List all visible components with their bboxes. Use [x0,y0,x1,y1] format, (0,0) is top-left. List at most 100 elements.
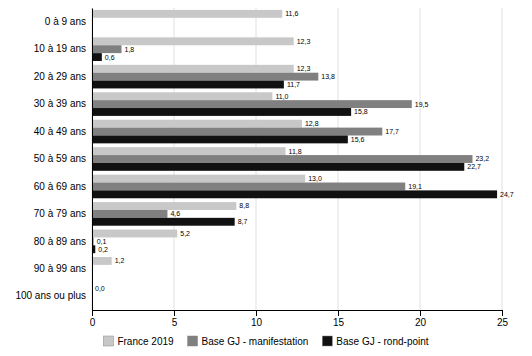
axis-line [92,9,93,311]
legend-swatch [103,336,113,346]
axis-line [93,311,503,317]
tick: 60 à 69 ans [34,181,92,192]
tick-label: 25 [497,317,509,328]
data-label: 1,8 [125,46,135,53]
tick: 0 à 9 ans [45,16,92,27]
data-label: 4,6 [170,210,180,217]
data-label: 12,3 [297,38,311,45]
tick: 100 ans ou plus [15,290,92,301]
data-label: 11,7 [287,81,300,88]
tick-label: 100 ans ou plus [15,290,86,301]
chart: 11,6 12,3 12,3 11,0 12,8 11,8 13,0 8,8 5,2 1,2 0,0… [0,0,532,356]
plot: 11,6 12,3 12,3 11,0 12,8 11,8 13,0 8,8 5,2 1,2 0,0… [15,8,513,328]
bar [92,210,167,218]
data-label: 13,8 [321,73,335,80]
legend-label: France 2019 [117,336,174,347]
tick-label: 60 à 69 ans [34,181,86,192]
tick: 0 [90,310,96,328]
data-labels: 11,6 12,3 12,3 11,0 12,8 11,8 13,0 8,8 5,2 1,2 0,0… [95,10,514,292]
legend-label: Base GJ - manifestation [202,336,309,347]
data-label: 19,5 [415,101,429,108]
bar [92,10,282,18]
bar [92,257,112,265]
data-label: 0,1 [97,238,107,245]
legend-item: Base GJ - rond-point [322,336,428,347]
tick: 20 [415,310,427,328]
data-label: 15,8 [354,108,368,115]
tick-label: 80 à 89 ans [34,236,86,247]
data-label: 12,8 [305,120,319,127]
bar [92,45,122,53]
tick: 80 à 89 ans [34,236,92,247]
tick-label: 0 [90,317,96,328]
tick: 10 à 19 ans [34,43,92,54]
data-label: 0,2 [98,246,108,253]
tick-label: 20 à 29 ans [34,71,86,82]
tick-label: 50 à 59 ans [34,153,86,164]
data-label: 15,6 [351,136,365,143]
tick-label: 20 [415,317,427,328]
grid-line [502,8,503,310]
bar [92,155,472,163]
data-label: 12,3 [297,65,311,72]
tick-mark [502,310,503,316]
bar [92,128,382,136]
data-label: 0,6 [105,54,115,61]
data-label: 17,7 [385,128,399,135]
tick-mark [338,310,339,316]
tick: 10 [251,310,263,328]
tick: 15 [333,310,345,328]
bar [92,190,497,198]
data-label: 24,7 [500,191,514,198]
grid [92,8,502,310]
bar [92,120,302,128]
tick: 40 à 49 ans [34,126,92,137]
bar [92,230,177,238]
bar [92,175,305,183]
bar [92,53,102,61]
tick: 90 à 99 ans [34,263,92,274]
x-axis: 0 5 10 15 20 25 [90,310,509,328]
bar [92,218,235,226]
tick-mark [420,310,421,316]
data-label: 8,8 [239,202,249,209]
legend-swatch [322,336,332,346]
data-label: 11,0 [275,93,288,100]
data-label: 0,0 [95,285,105,292]
data-label: 22,7 [467,163,481,170]
bars [92,10,497,265]
tick-label: 70 à 79 ans [34,208,86,219]
tick: 20 à 29 ans [34,71,92,82]
bar [92,73,318,81]
data-label: 19,1 [408,183,422,190]
data-label: 11,8 [289,148,302,155]
tick-label: 30 à 39 ans [34,98,86,109]
tick-mark [174,310,175,316]
tick-label: 15 [333,317,345,328]
tick-label: 90 à 99 ans [34,263,86,274]
legend-label: Base GJ - rond-point [336,336,428,347]
data-label: 23,2 [475,155,489,162]
tick: 25 [497,310,509,328]
bar-series [92,53,497,253]
bar [92,202,236,210]
legend-item: France 2019 [103,336,174,347]
data-label: 8,7 [238,218,248,225]
data-label: 1,2 [115,257,125,264]
bar [92,135,348,143]
tick-mark [92,310,93,316]
bar [92,100,412,108]
tick-label: 0 à 9 ans [45,16,86,27]
data-label: 11,6 [285,10,298,17]
bar [92,147,286,155]
data-label: 13,0 [308,175,322,182]
tick-label: 10 à 19 ans [34,43,86,54]
y-axis: 0 à 9 ans 10 à 19 ans 20 à 29 ans 30 à 39 a… [15,9,92,311]
legend: France 2019 Base GJ - manifestation Base G… [103,336,428,347]
bar [92,65,294,73]
tick: 5 [172,310,178,328]
tick: 70 à 79 ans [34,208,92,219]
tick-label: 10 [251,317,263,328]
data-label: 5,2 [180,230,190,237]
tick: 30 à 39 ans [34,98,92,109]
